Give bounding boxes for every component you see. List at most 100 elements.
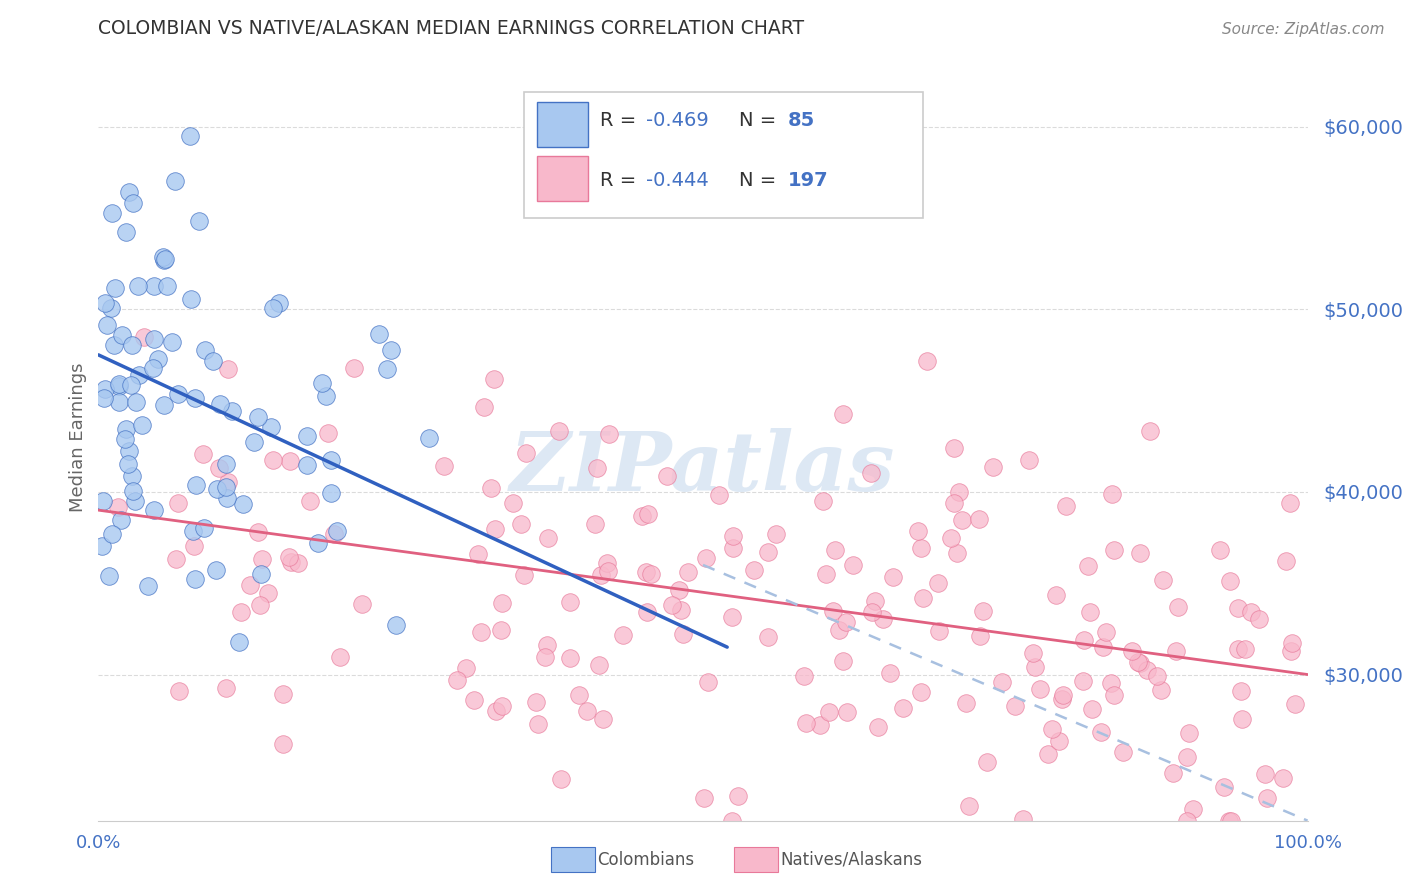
Point: [183, 539, 205, 553]
Point: [1052, 688, 1074, 702]
Point: [928, 624, 950, 638]
Point: [524, 695, 547, 709]
Point: [1234, 641, 1257, 656]
Point: [446, 673, 468, 688]
Text: -0.444: -0.444: [647, 170, 709, 190]
Point: [1152, 574, 1174, 588]
Point: [860, 467, 883, 481]
Point: [298, 494, 321, 508]
Point: [329, 650, 352, 665]
Point: [630, 508, 652, 523]
Point: [153, 398, 176, 412]
Point: [1077, 559, 1099, 574]
Text: 85: 85: [787, 111, 815, 129]
Point: [295, 429, 318, 443]
Point: [110, 513, 132, 527]
Point: [166, 496, 188, 510]
Point: [1129, 656, 1152, 670]
Point: [367, 326, 389, 341]
Point: [835, 615, 858, 629]
Point: [194, 343, 217, 357]
Text: -0.469: -0.469: [647, 111, 709, 129]
Point: [120, 377, 142, 392]
Point: [205, 482, 228, 496]
Point: [832, 407, 855, 421]
Point: [1150, 682, 1173, 697]
Point: [454, 661, 477, 675]
Point: [588, 657, 610, 672]
Point: [208, 461, 231, 475]
Text: N =: N =: [740, 111, 783, 129]
Point: [491, 623, 513, 637]
Point: [193, 447, 215, 461]
Point: [824, 542, 846, 557]
Point: [108, 395, 131, 409]
Point: [576, 704, 599, 718]
Point: [942, 441, 965, 455]
Point: [558, 595, 581, 609]
Point: [132, 330, 155, 344]
Point: [1275, 554, 1298, 568]
Text: R =: R =: [600, 111, 643, 129]
Point: [813, 494, 835, 508]
Point: [863, 594, 886, 608]
Point: [723, 529, 745, 543]
Point: [976, 755, 998, 769]
Point: [828, 623, 851, 637]
Point: [142, 332, 165, 346]
Point: [942, 496, 965, 510]
FancyBboxPatch shape: [524, 92, 924, 219]
Point: [1129, 546, 1152, 560]
Point: [232, 498, 254, 512]
Point: [142, 503, 165, 517]
Point: [479, 481, 502, 495]
Point: [278, 550, 301, 565]
Point: [927, 575, 949, 590]
Point: [217, 362, 239, 376]
Point: [1128, 655, 1150, 669]
Point: [695, 551, 717, 566]
Point: [946, 546, 969, 560]
Point: [1219, 574, 1241, 589]
Point: [591, 567, 613, 582]
Point: [568, 689, 591, 703]
Text: R =: R =: [600, 170, 643, 190]
Point: [721, 610, 744, 624]
FancyBboxPatch shape: [537, 102, 588, 147]
Point: [463, 693, 485, 707]
Point: [872, 612, 894, 626]
Point: [184, 572, 207, 586]
Point: [247, 524, 270, 539]
Point: [1004, 698, 1026, 713]
Point: [808, 718, 831, 732]
Point: [94, 295, 117, 310]
Point: [418, 432, 440, 446]
Point: [697, 674, 720, 689]
Point: [515, 446, 537, 460]
Point: [385, 618, 408, 632]
Point: [491, 596, 513, 610]
Point: [127, 279, 149, 293]
Point: [100, 301, 122, 315]
Y-axis label: Median Earnings: Median Earnings: [69, 362, 87, 512]
Point: [153, 252, 176, 267]
Point: [107, 377, 129, 392]
Point: [322, 527, 344, 541]
Point: [598, 564, 620, 578]
Point: [1036, 747, 1059, 761]
Point: [179, 129, 201, 144]
Point: [93, 391, 115, 405]
Point: [228, 635, 250, 649]
Point: [672, 627, 695, 641]
Point: [1209, 543, 1232, 558]
Point: [193, 521, 215, 535]
Point: [1136, 663, 1159, 677]
Point: [307, 536, 329, 550]
Point: [742, 563, 765, 577]
Point: [1080, 701, 1102, 715]
Point: [707, 488, 730, 502]
Point: [967, 512, 990, 526]
Point: [180, 292, 202, 306]
Point: [96, 318, 118, 332]
Point: [101, 205, 124, 219]
